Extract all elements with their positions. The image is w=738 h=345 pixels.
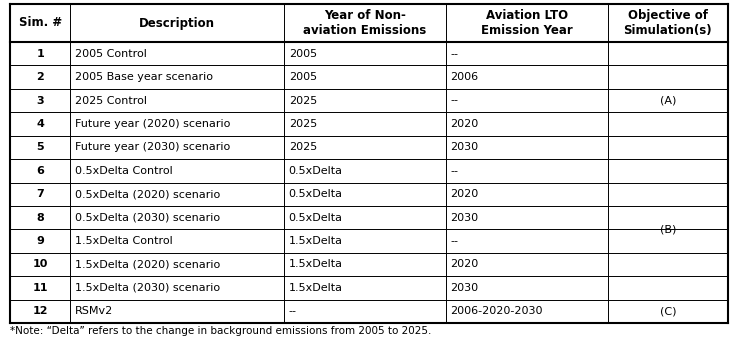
Text: 10: 10 [32,259,48,269]
Text: 6: 6 [36,166,44,176]
Text: 0.5xDelta: 0.5xDelta [289,189,342,199]
Text: --: -- [451,236,458,246]
Text: 9: 9 [36,236,44,246]
Text: Year of Non-
aviation Emissions: Year of Non- aviation Emissions [303,9,427,37]
Text: (A): (A) [660,96,676,106]
Text: 2: 2 [36,72,44,82]
Text: 11: 11 [32,283,48,293]
Text: 2025 Control: 2025 Control [75,96,147,106]
Text: 2030: 2030 [451,213,479,223]
Text: 7: 7 [36,189,44,199]
Text: 1: 1 [36,49,44,59]
Text: 2020: 2020 [451,259,479,269]
Text: 0.5xDelta (2030) scenario: 0.5xDelta (2030) scenario [75,213,221,223]
Text: RSMv2: RSMv2 [75,306,114,316]
Text: (C): (C) [660,306,676,316]
Text: Future year (2030) scenario: Future year (2030) scenario [75,142,230,152]
Text: Future year (2020) scenario: Future year (2020) scenario [75,119,230,129]
Text: 2006: 2006 [451,72,479,82]
Text: Description: Description [139,17,215,30]
Text: --: -- [451,49,458,59]
Text: Sim. #: Sim. # [18,17,62,30]
Text: 2020: 2020 [451,189,479,199]
Text: 1.5xDelta Control: 1.5xDelta Control [75,236,173,246]
Text: 2005 Base year scenario: 2005 Base year scenario [75,72,213,82]
Text: (B): (B) [660,224,676,234]
Text: 1.5xDelta (2020) scenario: 1.5xDelta (2020) scenario [75,259,221,269]
Text: --: -- [451,96,458,106]
Text: 2025: 2025 [289,96,317,106]
Text: --: -- [451,166,458,176]
Text: 0.5xDelta: 0.5xDelta [289,213,342,223]
Text: 1.5xDelta (2030) scenario: 1.5xDelta (2030) scenario [75,283,221,293]
Text: 1.5xDelta: 1.5xDelta [289,236,342,246]
Text: 5: 5 [36,142,44,152]
Text: 4: 4 [36,119,44,129]
Text: 8: 8 [36,213,44,223]
Text: 2030: 2030 [451,142,479,152]
Text: 2025: 2025 [289,119,317,129]
Text: 0.5xDelta Control: 0.5xDelta Control [75,166,173,176]
Text: 2020: 2020 [451,119,479,129]
Text: 2005 Control: 2005 Control [75,49,147,59]
Text: 2006-2020-2030: 2006-2020-2030 [451,306,543,316]
Text: 0.5xDelta (2020) scenario: 0.5xDelta (2020) scenario [75,189,221,199]
Text: 1.5xDelta: 1.5xDelta [289,259,342,269]
Text: 2025: 2025 [289,142,317,152]
Text: 12: 12 [32,306,48,316]
Text: 0.5xDelta: 0.5xDelta [289,166,342,176]
Text: 2005: 2005 [289,72,317,82]
Text: *Note: “Delta” refers to the change in background emissions from 2005 to 2025.: *Note: “Delta” refers to the change in b… [10,326,432,336]
Text: 2005: 2005 [289,49,317,59]
Text: 1.5xDelta: 1.5xDelta [289,283,342,293]
Text: Objective of
Simulation(s): Objective of Simulation(s) [624,9,712,37]
Text: 2030: 2030 [451,283,479,293]
Text: Aviation LTO
Emission Year: Aviation LTO Emission Year [480,9,573,37]
Text: --: -- [289,306,297,316]
Text: 3: 3 [36,96,44,106]
